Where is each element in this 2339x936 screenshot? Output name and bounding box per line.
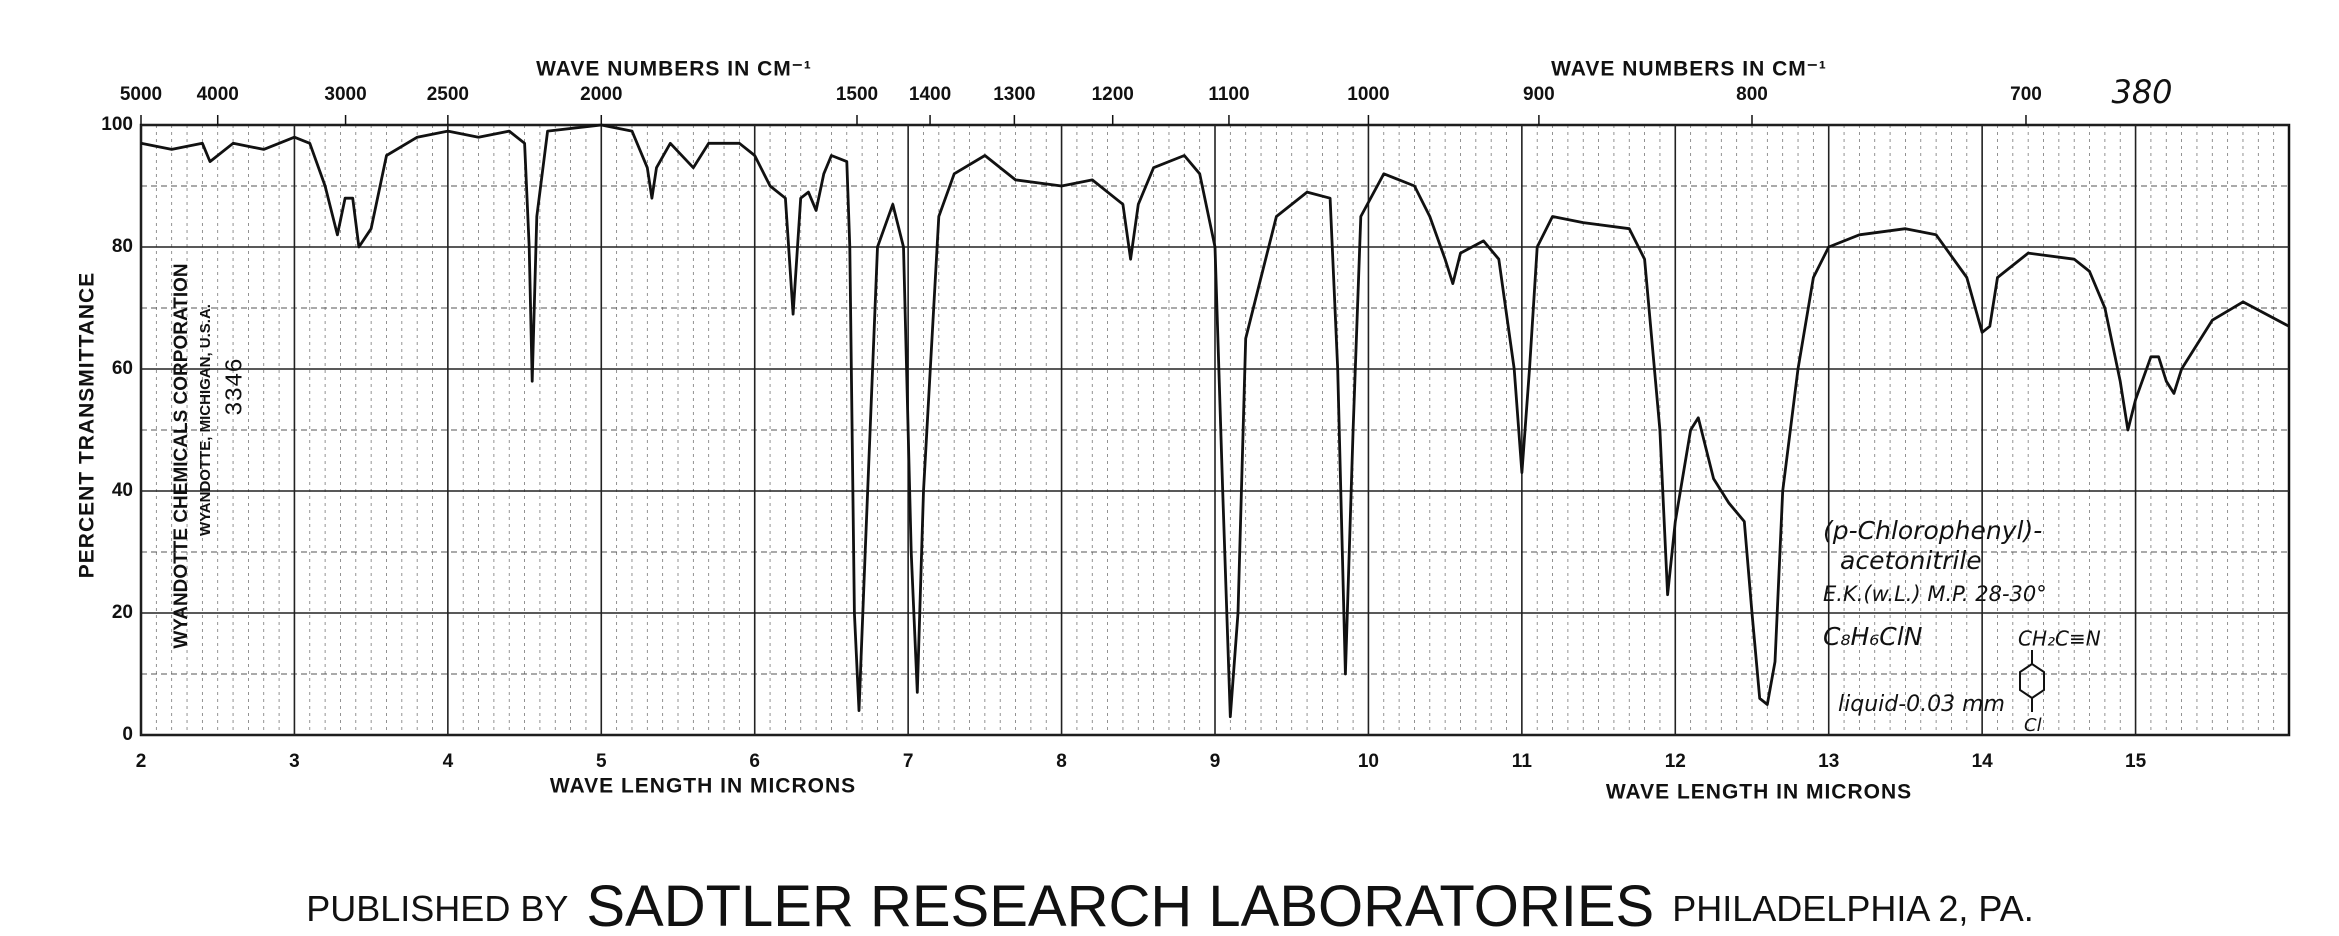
annotation: E.K.(w.L.) M.P. 28-30° <box>1823 582 2047 606</box>
x-tick-label: 6 <box>749 751 760 772</box>
sidebar-text: WYANDOTTE CHEMICALS CORPORATION <box>171 263 192 648</box>
top-tick-label: 800 <box>1736 84 1768 105</box>
top-tick-label: 2000 <box>580 84 622 105</box>
y-tick-label: 100 <box>101 114 133 135</box>
x-tick-label: 14 <box>1972 751 1994 772</box>
top-tick-label: 700 <box>2010 84 2042 105</box>
annotation: acetonitrile <box>1840 546 1982 575</box>
annotation: (p-Chlorophenyl)- <box>1823 516 2042 545</box>
top-tick-label: 4000 <box>197 84 239 105</box>
spectrum-line <box>140 123 2290 719</box>
annotation: Cl <box>2024 715 2042 736</box>
x-tick-label: 8 <box>1056 751 1067 772</box>
top-tick-label: 3000 <box>324 84 366 105</box>
y-tick-label: 0 <box>122 724 133 745</box>
footer-text: SADTLER RESEARCH LABORATORIES <box>586 874 1654 931</box>
footer-text: PHILADELPHIA 2, PA. <box>1672 888 2034 929</box>
x-axis-label: WAVE LENGTH IN MICRONS <box>1606 781 1912 804</box>
x-tick-label: 3 <box>289 751 300 772</box>
x-axis-label: WAVE LENGTH IN MICRONS <box>550 775 856 798</box>
annotation: liquid-0.03 mm <box>1838 692 2005 717</box>
top-axis-label: WAVE NUMBERS IN CM⁻¹ <box>1551 58 1827 81</box>
footer-text: PUBLISHED BY <box>306 888 568 929</box>
x-tick-label: 7 <box>903 751 914 772</box>
x-tick-label: 9 <box>1210 751 1221 772</box>
chart-number: 380 <box>2111 73 2172 111</box>
y-tick-label: 80 <box>112 236 133 257</box>
top-axis-label: WAVE NUMBERS IN CM⁻¹ <box>536 58 812 81</box>
y-axis-label: PERCENT TRANSMITTANCE <box>76 272 99 578</box>
top-tick-label: 1200 <box>1092 84 1134 105</box>
y-tick-label: 60 <box>112 358 133 379</box>
top-tick-label: 1300 <box>993 84 1035 105</box>
x-tick-label: 12 <box>1665 751 1686 772</box>
footer: PUBLISHED BY SADTLER RESEARCH LABORATORIE… <box>306 874 2034 931</box>
x-tick-label: 10 <box>1358 751 1379 772</box>
top-tick-label: 1500 <box>836 84 878 105</box>
x-tick-label: 11 <box>1512 751 1533 772</box>
top-tick-label: 900 <box>1523 84 1555 105</box>
x-tick-label: 13 <box>1818 751 1839 772</box>
top-tick-label: 1100 <box>1208 84 1249 105</box>
x-tick-label: 2 <box>136 751 147 772</box>
top-tick-label: 2500 <box>427 84 469 105</box>
x-tick-label: 15 <box>2125 751 2147 772</box>
sidebar-text: WYANDOTTE, MICHIGAN, U.S.A. <box>197 304 214 536</box>
grid <box>139 123 2291 737</box>
annotation: CH₂C≡N <box>2018 627 2101 651</box>
y-tick-label: 40 <box>112 480 133 501</box>
top-tick-label: 5000 <box>120 84 162 105</box>
x-tick-label: 4 <box>443 751 454 772</box>
annotation: C₈H₆ClN <box>1823 622 1923 651</box>
sidebar-number: 3346 <box>222 358 249 416</box>
x-tick-label: 5 <box>596 751 607 772</box>
y-tick-label: 20 <box>112 602 133 623</box>
top-tick-label: 1400 <box>909 84 951 105</box>
top-tick-label: 1000 <box>1347 84 1389 105</box>
benzene-ring <box>2019 662 2045 700</box>
